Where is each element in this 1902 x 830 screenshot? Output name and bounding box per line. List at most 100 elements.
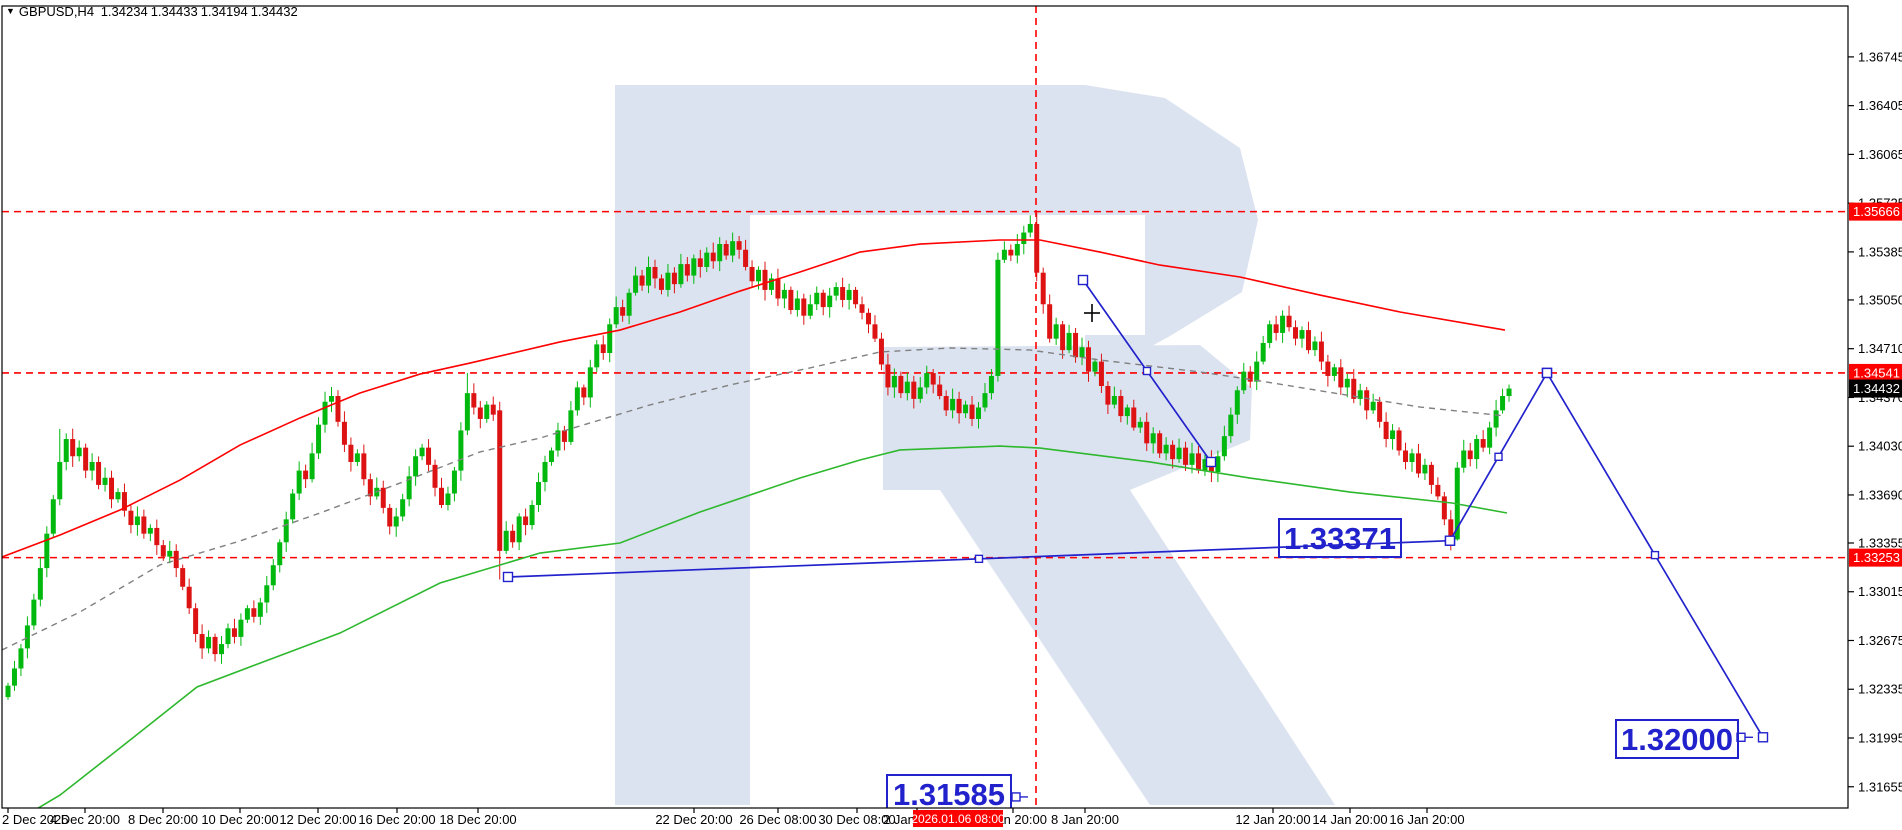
candle-body: [1053, 324, 1059, 339]
chart-collapse-icon[interactable]: ▼: [6, 6, 15, 16]
trendline-handle[interactable]: [1142, 366, 1152, 376]
candle-body: [529, 504, 535, 526]
time-axis-label[interactable]: 8 Dec 20:00: [128, 812, 198, 827]
candle-body: [574, 387, 580, 411]
price-axis-label[interactable]: 1.32335: [1858, 682, 1902, 697]
candle-body: [898, 375, 904, 394]
ma-gray-dashed: [2, 347, 1506, 651]
time-axis-label[interactable]: 10 Dec 20:00: [201, 812, 278, 827]
candle-body: [930, 373, 936, 385]
trendline-handle[interactable]: [1205, 456, 1217, 468]
trendline-handle[interactable]: [1541, 367, 1553, 379]
candle-body: [1338, 367, 1344, 388]
key-level-lines[interactable]: [2, 6, 1848, 808]
candle-body: [458, 430, 464, 471]
price-axis-label[interactable]: 1.33355: [1858, 535, 1902, 550]
candle-body: [1312, 341, 1318, 351]
trendline-handle[interactable]: [1757, 732, 1769, 743]
trendline-handle[interactable]: [1494, 452, 1503, 462]
candle-body: [781, 289, 787, 299]
trendline-objects[interactable]: 1.33371 1.31585 1.32000: [502, 274, 1769, 813]
candle-body: [536, 482, 542, 505]
trendline-handle[interactable]: [502, 571, 514, 583]
candle-body: [1073, 332, 1079, 358]
candle-body: [1092, 361, 1098, 372]
price-axis-label[interactable]: 1.34710: [1858, 341, 1902, 356]
time-axis-label[interactable]: 30 Dec 08:00: [818, 812, 895, 827]
price-annotation-box[interactable]: [1615, 719, 1739, 759]
time-axis-label[interactable]: 4 Dec 20:00: [50, 812, 120, 827]
trendline-handle[interactable]: [974, 554, 984, 564]
candle-body: [652, 266, 658, 279]
price-axis-label[interactable]: 1.32675: [1858, 633, 1902, 648]
candle-body: [354, 453, 360, 462]
candle-body: [160, 545, 166, 557]
price-axis-label[interactable]: 1.33690: [1858, 487, 1902, 502]
candle-body: [1241, 371, 1247, 391]
candle-body: [555, 430, 561, 451]
candle-body: [1331, 367, 1337, 376]
candle-body: [180, 568, 186, 587]
candle-body: [316, 424, 322, 454]
trendline-handle[interactable]: [1444, 535, 1456, 546]
candle-body: [924, 373, 930, 388]
price-axis-label[interactable]: 1.35050: [1858, 292, 1902, 307]
candle-body: [982, 393, 988, 408]
time-axis-label[interactable]: 16 Jan 20:00: [1389, 812, 1464, 827]
price-axis-label[interactable]: 1.36405: [1858, 98, 1902, 113]
time-axis-label[interactable]: 16 Dec 20:00: [358, 812, 435, 827]
candle-body: [523, 516, 529, 526]
price-annotation-box[interactable]: [1278, 518, 1402, 558]
price-annotation-box[interactable]: [886, 774, 1012, 813]
candle-body: [89, 461, 95, 471]
time-axis-label[interactable]: 22 Dec 20:00: [655, 812, 732, 827]
candle-body: [251, 608, 257, 617]
price-axis-label[interactable]: 1.31655: [1858, 779, 1902, 794]
candle-body: [1170, 444, 1176, 460]
candle-body: [1383, 421, 1389, 440]
candle-body: [607, 324, 613, 353]
price-axis-label[interactable]: 1.35385: [1858, 244, 1902, 259]
price-alert-label-bg: [1849, 202, 1902, 221]
price-annotation-text[interactable]: 1.32000: [1621, 722, 1733, 757]
candle-body: [225, 628, 231, 645]
price-annotation-text[interactable]: 1.31585: [893, 777, 1005, 812]
price-axis-label[interactable]: 1.31995: [1858, 731, 1902, 746]
candle-body: [762, 269, 768, 290]
candle-body: [1474, 439, 1480, 460]
candle-body: [723, 244, 729, 256]
time-axis-label[interactable]: 12 Dec 20:00: [279, 812, 356, 827]
candle-body: [1409, 453, 1415, 462]
ma-green: [36, 445, 1508, 808]
candle-body: [432, 464, 438, 488]
price-axis-label[interactable]: 1.34030: [1858, 439, 1902, 454]
candle-body: [1273, 324, 1279, 333]
candle-body: [96, 461, 102, 485]
candle-body: [290, 493, 296, 520]
price-axis-label[interactable]: 1.33015: [1858, 584, 1902, 599]
trendline-handle[interactable]: [1077, 274, 1089, 286]
trendline-handle[interactable]: [1650, 550, 1660, 560]
annotation-anchor-square[interactable]: [1011, 792, 1021, 802]
ma-red: [2, 239, 1506, 558]
candle-body: [147, 527, 153, 534]
time-axis-label[interactable]: 26 Dec 08:00: [739, 812, 816, 827]
price-annotation-text[interactable]: 1.33371: [1284, 521, 1396, 556]
price-axis[interactable]: 1.367451.364051.360651.357251.353851.350…: [1848, 49, 1902, 794]
time-axis-label[interactable]: 12 Jan 20:00: [1235, 812, 1310, 827]
time-axis-label[interactable]: 14 Jan 20:00: [1312, 812, 1387, 827]
time-axis-label[interactable]: 2 Dec 2025: [2, 812, 69, 827]
candle-body: [1124, 407, 1130, 417]
candle-body: [426, 447, 432, 465]
candle-body: [743, 249, 749, 267]
price-axis-label[interactable]: 1.36065: [1858, 147, 1902, 162]
time-axis-label[interactable]: 18 Dec 20:00: [439, 812, 516, 827]
time-axis-label[interactable]: 8 Jan 20:00: [1051, 812, 1119, 827]
candle-body: [917, 387, 923, 399]
candle-body: [988, 375, 994, 394]
candle-body: [1461, 450, 1467, 468]
price-axis-label[interactable]: 1.36745: [1858, 49, 1902, 64]
candle-body: [1364, 390, 1370, 411]
